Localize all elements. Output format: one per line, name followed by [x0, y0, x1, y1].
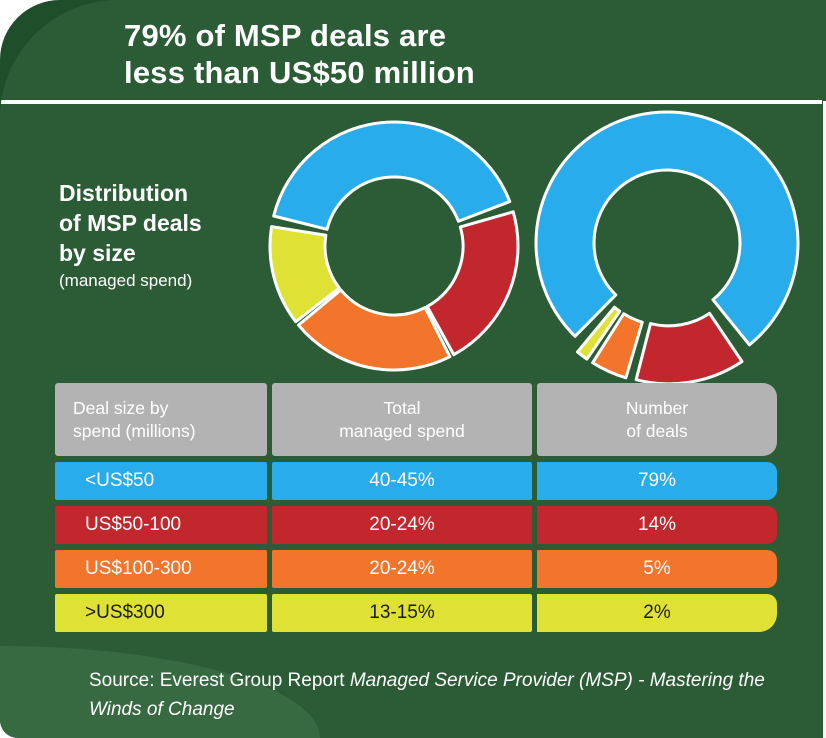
donut-slice: [534, 110, 800, 347]
donut-number-of-deals: [534, 110, 800, 386]
donut-slice: [272, 120, 512, 231]
donut-slice: [634, 311, 744, 386]
source-report-title: Managed Service Provider (MSP) - Masteri…: [89, 670, 765, 720]
header-deal-size: Deal size by spend (millions): [55, 383, 267, 456]
page-title: 79% of MSP deals are less than US$50 mil…: [124, 18, 475, 90]
donut-slice: [296, 288, 452, 372]
table-row-cell: 14%: [537, 506, 777, 544]
chart-label-text: Distribution of MSP deals by size: [59, 180, 202, 266]
table-row-cell: <US$50: [55, 462, 267, 500]
title-divider: [0, 100, 822, 104]
donut-slice: [268, 225, 341, 324]
donut-total-managed-spend: [268, 120, 520, 372]
header-managed-spend: Total managed spend: [272, 383, 532, 456]
table-row-cell: 40-45%: [272, 462, 532, 500]
donut-slice: [591, 312, 644, 380]
deal-size-table: Deal size by spend (millions) Total mana…: [55, 383, 777, 632]
table-row-cell: 20-24%: [272, 506, 532, 544]
table-row-cell: 79%: [537, 462, 777, 500]
donut-slice: [575, 305, 622, 361]
table-row-cell: US$100-300: [55, 550, 267, 588]
right-edge-divider: [823, 101, 826, 738]
source-prefix: Source: Everest Group Report: [89, 670, 350, 691]
header-number-deals: Number of deals: [537, 383, 777, 456]
chart-label: Distribution of MSP deals by size (manag…: [59, 148, 202, 322]
table-row-cell: US$50-100: [55, 506, 267, 544]
table-row-cell: >US$300: [55, 594, 267, 632]
chart-label-note: (managed spend): [59, 271, 193, 290]
table-row-cell: 13-15%: [272, 594, 532, 632]
table-row-cell: 5%: [537, 550, 777, 588]
table-row-cell: 20-24%: [272, 550, 532, 588]
donut-slice: [425, 210, 520, 357]
source-note: Source: Everest Group Report Managed Ser…: [89, 666, 801, 724]
table-row-cell: 2%: [537, 594, 777, 632]
